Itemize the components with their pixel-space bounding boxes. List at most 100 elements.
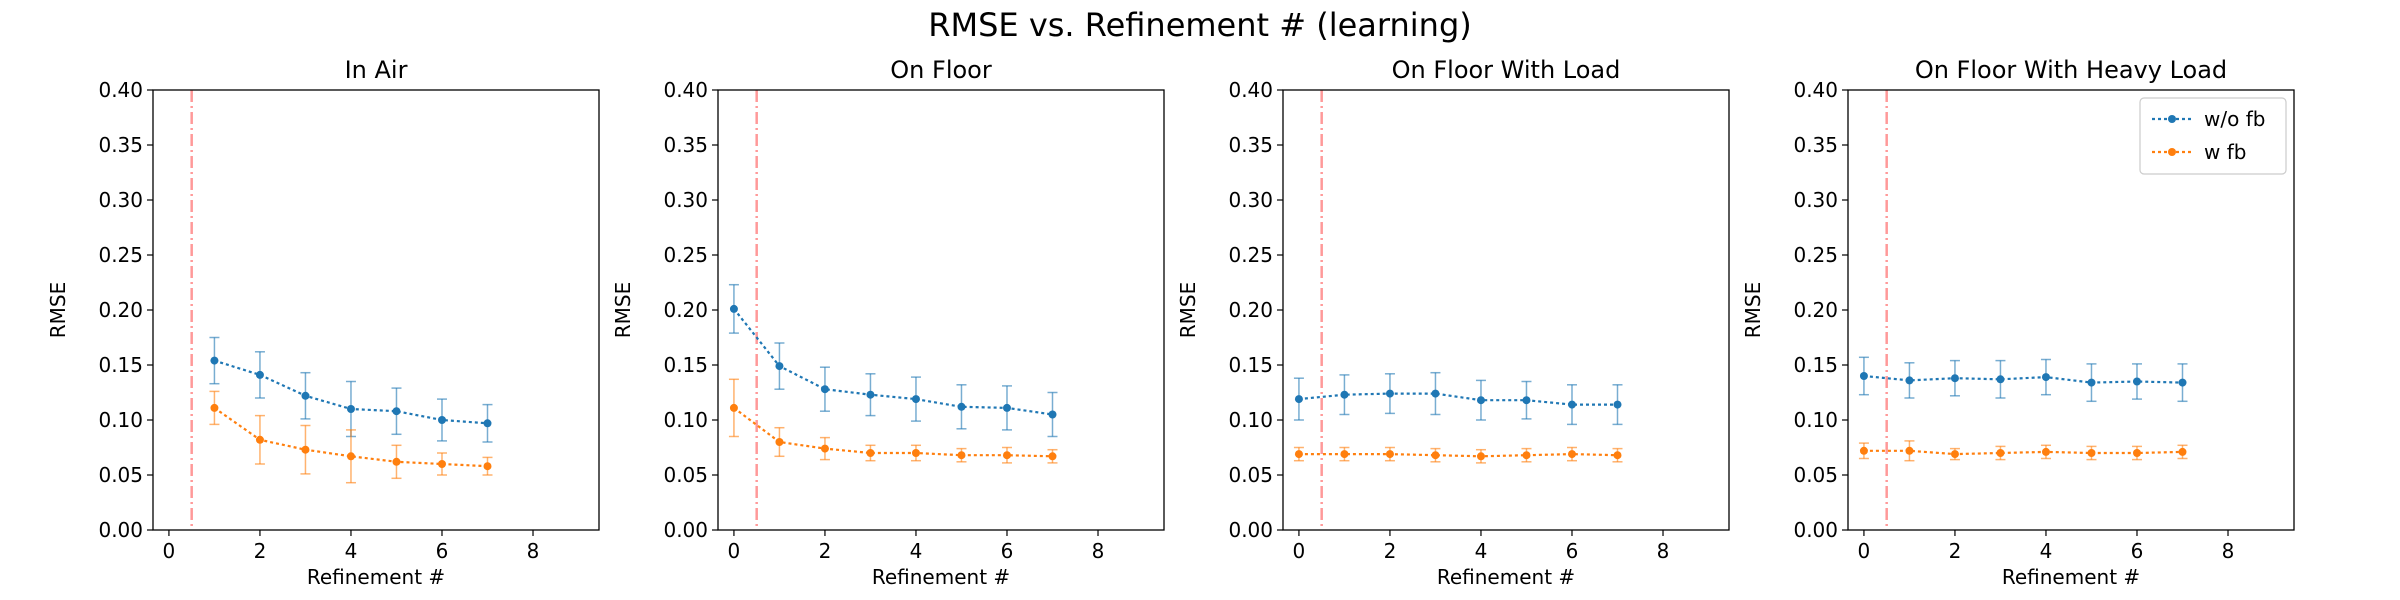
data-point [1905,376,1914,385]
y-tick-label: 0.15 [1793,353,1838,377]
data-point [820,444,829,453]
x-tick-label: 0 [1293,539,1306,563]
data-point [1522,451,1531,460]
data-point [1950,450,1959,459]
data-point [729,304,738,313]
data-point [911,395,920,404]
x-axis-label: Refinement # [307,565,445,589]
y-tick-label: 0.25 [1793,243,1838,267]
data-point [2087,449,2096,457]
y-tick-label: 0.00 [98,518,143,542]
figure-title: RMSE vs. Refinement # (learning) [928,6,1471,44]
x-tick-label: 2 [254,539,267,563]
data-point [437,460,446,468]
data-point [1613,451,1622,460]
series-without-feedback [1293,371,1623,426]
data-point [775,362,784,371]
y-tick-label: 0.35 [98,133,143,157]
x-tick-label: 8 [527,539,540,563]
data-point [483,419,492,428]
y-tick-label: 0.05 [98,463,143,487]
y-tick-label: 0.40 [98,78,143,102]
data-point [255,370,264,379]
data-point [1340,450,1349,459]
series-with-feedback [1293,446,1623,464]
data-point [1431,389,1440,398]
y-tick-label: 0.35 [1228,133,1273,157]
panels-group: In Air 0.00 0.05 0.10 0.15 0.20 0.25 0.30 0.35 0.… [46,56,2295,589]
series-line [1863,449,2183,456]
y-tick-label: 0.25 [98,243,143,267]
y-tick-label: 0.05 [1793,463,1838,487]
data-point [866,390,875,399]
data-point [1859,372,1868,380]
y-tick-label: 0.05 [1228,463,1273,487]
panel-3: On Floor With Load 0.00 0.05 0.10 0.15 0.20 0.… [1176,56,1730,589]
data-point [1002,451,1011,460]
x-tick-label: 8 [2222,539,2235,563]
data-point [210,356,219,365]
legend-label: w fb [2204,140,2246,164]
data-point [1996,449,2005,457]
data-point [1431,451,1440,460]
x-tick-label: 6 [1566,539,1579,563]
series-line [1863,374,2183,384]
data-point [1859,446,1868,455]
x-tick-label: 6 [436,539,449,563]
data-point [437,416,446,424]
axes-frame [1282,89,1730,531]
data-point [1996,375,2005,384]
data-point [1950,374,1959,383]
data-point [820,385,829,394]
series-line [1298,452,1618,458]
y-tick-label: 0.10 [1228,408,1273,432]
y-tick-label: 0.25 [663,243,708,267]
data-point [957,451,966,460]
x-tick-label: 4 [345,539,358,563]
data-point [301,391,310,400]
y-tick-label: 0.15 [663,353,708,377]
data-point [255,435,264,444]
data-point [1385,450,1394,459]
legend-label: w/o fb [2204,107,2265,131]
x-axis-label: Refinement # [872,565,1010,589]
data-point [2041,373,2050,382]
y-tick-label: 0.20 [1793,298,1838,322]
y-tick-label: 0.10 [1793,408,1838,432]
data-point [1567,400,1576,409]
y-axis-label: RMSE [611,282,635,338]
x-tick-label: 6 [2131,539,2144,563]
data-point [1340,390,1349,399]
data-point [346,452,355,461]
data-point [483,462,492,471]
series-without-feedback [1858,356,2188,403]
y-tick-label: 0.35 [1793,133,1838,157]
data-point [301,445,310,454]
series-line [1298,392,1618,406]
y-tick-label: 0.10 [98,408,143,432]
data-point [1476,452,1485,461]
legend-marker [2168,148,2176,156]
series-with-feedback [209,390,493,484]
series-without-feedback [728,283,1058,438]
y-tick-label: 0.30 [98,188,143,212]
x-tick-label: 2 [1949,539,1962,563]
data-point [866,449,875,457]
y-tick-label: 0.20 [663,298,708,322]
series-line [733,308,1053,416]
y-tick-label: 0.20 [98,298,143,322]
y-tick-label: 0.00 [1793,518,1838,542]
y-tick-label: 0.25 [1228,243,1273,267]
data-point [1002,403,1011,412]
y-tick-label: 0.00 [663,518,708,542]
data-point [1567,450,1576,459]
y-tick-label: 0.30 [1793,188,1838,212]
x-tick-label: 0 [1858,539,1871,563]
x-axis-label: Refinement # [2002,565,2140,589]
x-tick-label: 8 [1092,539,1105,563]
y-tick-label: 0.35 [663,133,708,157]
data-point [911,449,920,457]
data-point [2178,378,2187,387]
x-tick-label: 4 [2040,539,2053,563]
